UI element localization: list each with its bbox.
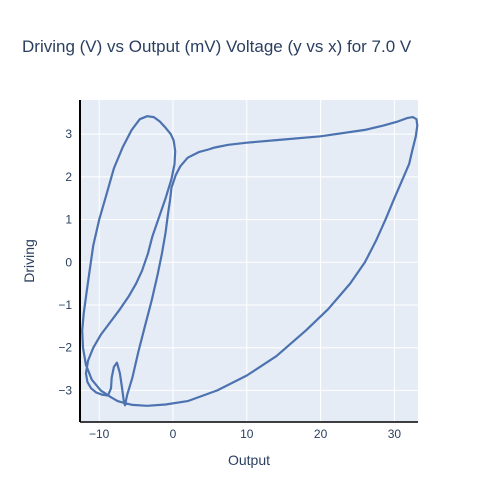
y-tick-labels: −3 −2 −1 0 1 2 3 [58,127,72,397]
x-axis-label: Output [228,452,270,468]
y-tick-label: 2 [65,170,72,184]
x-tick-label: 0 [170,427,177,441]
x-tick-label: −10 [89,427,110,441]
y-axis-label: Driving [21,239,37,283]
x-tick-label: 10 [240,427,254,441]
series-line [81,115,419,407]
y-tick-label: 0 [65,255,72,269]
chart-title: Driving (V) vs Output (mV) Voltage (y vs… [22,37,412,56]
y-tick-label: 3 [65,127,72,141]
y-tick-label: −2 [58,341,72,355]
x-tick-label: 20 [314,427,328,441]
plot-area [80,100,418,422]
x-tick-labels: −10 0 10 20 30 [89,427,401,441]
y-tick-label: 1 [65,213,72,227]
y-tick-label: −1 [58,298,72,312]
grid [80,100,418,422]
y-tick-label: −3 [58,383,72,397]
x-tick-label: 30 [388,427,402,441]
